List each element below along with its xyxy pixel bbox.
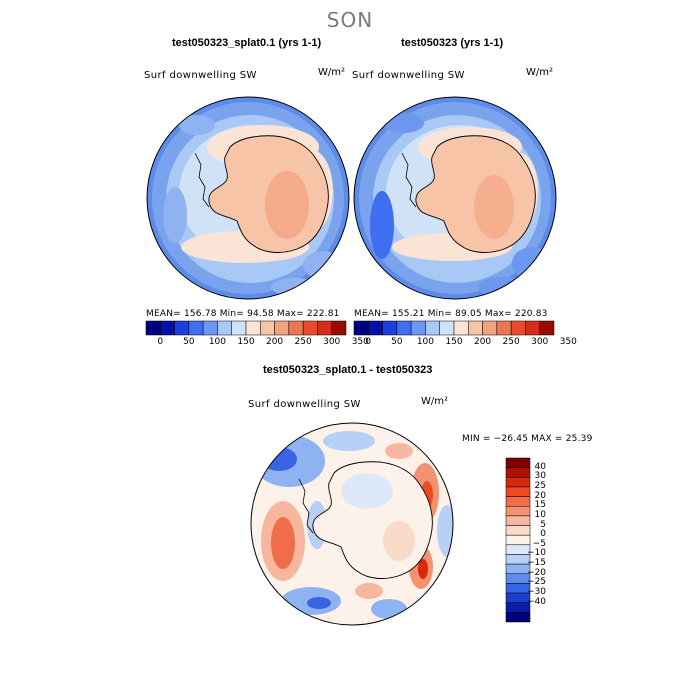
colorbar-left-label: 100: [208, 337, 227, 347]
colorbar-right-swatch: [539, 320, 555, 336]
diff-colorbar-label: 10: [534, 509, 546, 520]
panel2-variable: Surf downwelling SW: [352, 70, 465, 81]
colorbar-left-swatch: [145, 320, 161, 336]
colorbar-right-label: 300: [531, 337, 549, 347]
diff-colorbar-swatch: [505, 612, 531, 623]
diff-colorbar-label: −5: [532, 538, 546, 549]
colorbar-right-swatch: [353, 320, 369, 336]
panel2-title: test050323 (yrs 1-1): [401, 37, 504, 49]
diff-colorbar-label: −15: [527, 558, 546, 569]
colorbar-right: [353, 320, 555, 336]
diff-variable: Surf downwelling SW: [248, 399, 361, 410]
diff-colorbar-label: 40: [534, 461, 546, 472]
diff-units: W/m²: [421, 396, 449, 407]
colorbar-left-swatch: [274, 320, 290, 336]
colorbar-left-label: 50: [183, 337, 195, 347]
diff-colorbar-label: 20: [534, 490, 546, 501]
diff-colorbar-label: −30: [527, 587, 546, 598]
colorbar-right-swatch: [396, 320, 412, 336]
colorbar-right-swatch: [368, 320, 383, 336]
panel2-stats: MEAN= 155.21 Min= 89.05 Max= 220.83: [354, 309, 548, 319]
panel1-map: [146, 96, 350, 300]
panel2-units: W/m²: [526, 67, 554, 78]
colorbar-left-swatch: [331, 320, 347, 336]
colorbar-right-swatch: [482, 320, 498, 336]
colorbar-right-label: 100: [416, 337, 435, 347]
colorbar-left-swatch: [288, 320, 304, 336]
colorbar-right-swatch: [382, 320, 398, 336]
colorbar-right-label: 0: [365, 337, 372, 347]
diff-colorbar-label: −20: [527, 567, 546, 578]
colorbar-right-label: 350: [559, 337, 577, 347]
colorbar-right-label: 200: [473, 337, 492, 347]
colorbar-right-label: 50: [391, 337, 403, 347]
colorbar-left-label: 250: [294, 337, 312, 347]
panel1-variable: Surf downwelling SW: [144, 70, 257, 81]
panel1-units: W/m²: [318, 67, 346, 78]
colorbar-right-label: 150: [445, 337, 463, 347]
colorbar-right-swatch: [525, 320, 540, 336]
colorbar-left: [145, 320, 347, 336]
diff-colorbar-label: 0: [540, 529, 546, 540]
colorbar-left-label: 0: [157, 337, 164, 347]
colorbar-left-swatch: [245, 320, 261, 336]
diff-colorbar-label: 30: [534, 471, 546, 482]
colorbar-right-swatch: [510, 320, 526, 336]
colorbar-left-swatch: [231, 320, 247, 336]
diff-map: [250, 422, 454, 626]
colorbar-left-swatch: [174, 320, 190, 336]
colorbar-right-swatch: [468, 320, 483, 336]
diff-colorbar: [505, 457, 531, 623]
diff-title: test050323_splat0.1 - test050323: [263, 364, 433, 376]
colorbar-right-swatch: [425, 320, 440, 336]
diff-colorbar-label: 15: [534, 500, 546, 511]
colorbar-left-label: 200: [265, 337, 284, 347]
colorbar-right-swatch: [439, 320, 455, 336]
diff-colorbar-label: −10: [527, 548, 546, 559]
colorbar-left-swatch: [160, 320, 175, 336]
season-title: SON: [326, 8, 374, 32]
colorbar-left-swatch: [317, 320, 332, 336]
panel2-map: [353, 96, 557, 300]
panel1-title: test050323_splat0.1 (yrs 1-1): [172, 37, 322, 49]
diff-colorbar-label: 25: [534, 480, 546, 491]
colorbar-left-label: 150: [237, 337, 255, 347]
colorbar-right-swatch: [410, 320, 426, 336]
panel1-stats: MEAN= 156.78 Min= 94.58 Max= 222.81: [146, 309, 340, 319]
colorbar-left-swatch: [217, 320, 232, 336]
diff-colorbar-label: −40: [527, 596, 546, 607]
colorbar-left-label: 350: [351, 337, 369, 347]
colorbar-left-swatch: [260, 320, 275, 336]
colorbar-left-swatch: [202, 320, 218, 336]
colorbar-left-swatch: [188, 320, 204, 336]
colorbar-right-swatch: [453, 320, 469, 336]
colorbar-right-label: 250: [502, 337, 520, 347]
colorbar-left-label: 300: [323, 337, 341, 347]
diff-colorbar-label: 5: [540, 519, 546, 530]
diff-stats: MIN = −26.45 MAX = 25.39: [462, 434, 593, 444]
diff-colorbar-label: −25: [527, 577, 546, 588]
colorbar-left-swatch: [302, 320, 318, 336]
colorbar-right-swatch: [496, 320, 512, 336]
